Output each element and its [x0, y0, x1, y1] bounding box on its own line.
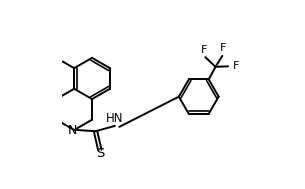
Text: F: F: [201, 45, 207, 55]
Text: F: F: [232, 61, 239, 71]
Text: F: F: [220, 43, 226, 53]
Text: N: N: [67, 123, 77, 136]
Text: S: S: [96, 147, 104, 160]
Text: HN: HN: [106, 112, 124, 125]
